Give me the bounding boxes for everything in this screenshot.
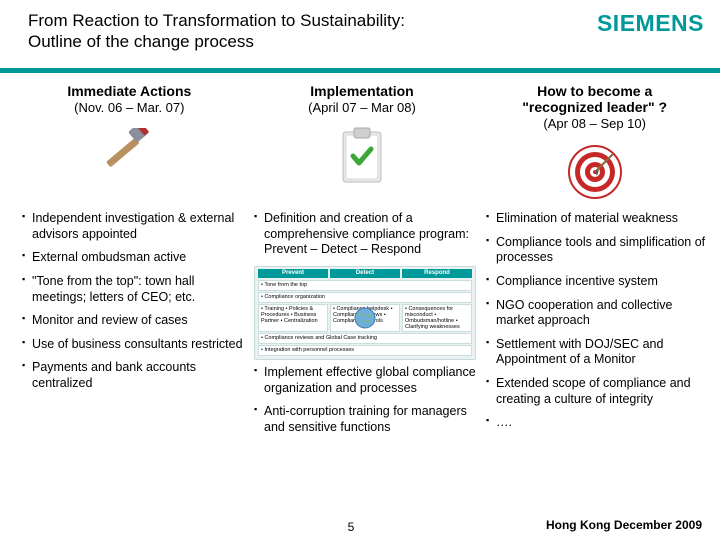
list-item: Implement effective global compliance or…	[254, 365, 476, 396]
col-2-content: Definition and creation of a comprehensi…	[254, 211, 476, 444]
col-2-dates: (April 07 – Mar 08)	[308, 100, 416, 115]
hammer-icon	[101, 121, 157, 191]
globe-icon	[354, 307, 376, 329]
compliance-mini-diagram: Prevent Detect Respond • Tone from the t…	[254, 266, 476, 360]
mini-cells: • Training • Policies & Procedures • Bus…	[258, 304, 472, 332]
col-3-heading-l2: "recognized leader" ?	[522, 99, 667, 115]
clipboard-check-icon	[337, 121, 387, 191]
title-line-1: From Reaction to Transformation to Susta…	[28, 11, 405, 30]
target-icon	[565, 137, 625, 207]
list-item: Definition and creation of a comprehensi…	[254, 211, 476, 258]
col-2-bottom: Implement effective global compliance or…	[254, 365, 476, 436]
col-3-dates: (Apr 08 – Sep 10)	[543, 116, 646, 131]
col-3-content: Elimination of material weakness Complia…	[486, 211, 708, 444]
list-item: Payments and bank accounts centralized	[22, 360, 244, 391]
content-columns: Independent investigation & external adv…	[0, 207, 720, 444]
list-item: Monitor and review of cases	[22, 313, 244, 329]
title-line-2: Outline of the change process	[28, 32, 254, 51]
col-1-dates: (Nov. 06 – Mar. 07)	[74, 100, 184, 115]
list-item: External ombudsman active	[22, 250, 244, 266]
col-1-header: Immediate Actions (Nov. 06 – Mar. 07)	[16, 83, 243, 207]
mini-row-a: • Tone from the top	[258, 280, 472, 291]
mini-hdr-prevent: Prevent	[258, 269, 328, 279]
col-1-bullets: Independent investigation & external adv…	[22, 211, 244, 392]
list-item: "Tone from the top": town hall meetings;…	[22, 274, 244, 305]
mini-headers: Prevent Detect Respond	[258, 269, 472, 279]
siemens-logo: SIEMENS	[597, 10, 704, 37]
mini-hdr-respond: Respond	[402, 269, 472, 279]
mini-row-b: • Compliance organization	[258, 292, 472, 303]
list-item: Anti-corruption training for managers an…	[254, 404, 476, 435]
col-3-heading-l1: How to become a	[537, 83, 652, 99]
col-2-heading: Implementation	[310, 83, 413, 99]
mini-hdr-detect: Detect	[330, 269, 400, 279]
list-item: NGO cooperation and collective market ap…	[486, 298, 708, 329]
col-2-header: Implementation (April 07 – Mar 08)	[249, 83, 476, 207]
list-item: Compliance incentive system	[486, 274, 708, 290]
mini-row-c: • Compliance reviews and Global Case tra…	[258, 333, 472, 344]
mini-cell-prevent: • Training • Policies & Procedures • Bus…	[258, 304, 328, 332]
column-headers: Immediate Actions (Nov. 06 – Mar. 07) Im…	[0, 73, 720, 207]
list-item: ….	[486, 415, 708, 431]
footer-right: Hong Kong December 2009	[546, 518, 702, 532]
list-item: Settlement with DOJ/SEC and Appointment …	[486, 337, 708, 368]
header: From Reaction to Transformation to Susta…	[0, 0, 720, 68]
col-2-top: Definition and creation of a comprehensi…	[254, 211, 476, 258]
list-item: Compliance tools and simplification of p…	[486, 235, 708, 266]
list-item: Extended scope of compliance and creatin…	[486, 376, 708, 407]
list-item: Independent investigation & external adv…	[22, 211, 244, 242]
page-title: From Reaction to Transformation to Susta…	[28, 10, 405, 53]
list-item: Elimination of material weakness	[486, 211, 708, 227]
footer: 5 Hong Kong December 2009	[0, 520, 720, 534]
col-1-content: Independent investigation & external adv…	[22, 211, 244, 444]
col-3-header: How to become a "recognized leader" ? (A…	[481, 83, 708, 207]
mini-cell-respond: • Consequences for misconduct • Ombudsma…	[402, 304, 472, 332]
mini-row-d: • Integration with personnel processes	[258, 345, 472, 356]
col-3-bullets: Elimination of material weakness Complia…	[486, 211, 708, 431]
col-1-heading: Immediate Actions	[67, 83, 191, 99]
list-item: Use of business consultants restricted	[22, 337, 244, 353]
